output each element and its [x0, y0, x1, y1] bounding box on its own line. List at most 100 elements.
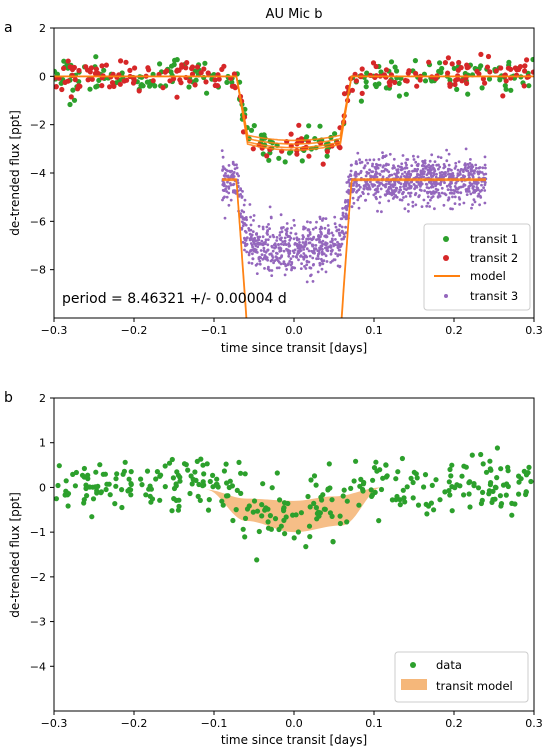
data-point — [95, 483, 101, 489]
transit-3-point — [278, 233, 282, 237]
transit-3-point — [294, 255, 298, 259]
transit-3-point — [299, 254, 303, 258]
transit-3-point — [406, 158, 410, 161]
data-point — [171, 485, 178, 492]
transit-3-point — [447, 163, 451, 167]
data-point — [238, 490, 244, 496]
transit-2-point — [76, 67, 82, 74]
transit-2-point — [216, 76, 222, 82]
transit-3-point — [426, 195, 430, 199]
transit-3-point — [459, 168, 463, 171]
data-point — [176, 497, 182, 503]
transit-3-point — [443, 165, 447, 169]
data-point — [399, 455, 405, 462]
transit-3-point — [402, 196, 405, 199]
data-point — [348, 485, 354, 491]
transit-3-point — [432, 166, 435, 170]
data-point — [138, 476, 144, 482]
transit-1-point — [324, 153, 330, 159]
transit-3-point — [425, 173, 429, 177]
transit-3-point — [286, 263, 290, 267]
transit-3-point — [483, 189, 487, 192]
transit-2-point — [99, 83, 105, 89]
transit-3-point — [368, 187, 372, 191]
transit-3-point — [421, 159, 424, 163]
transit-3-point — [295, 236, 299, 240]
transit-3-point — [249, 228, 253, 232]
data-point — [144, 468, 151, 474]
transit-3-point — [462, 201, 466, 205]
transit-3-point — [379, 187, 383, 191]
transit-3-point — [425, 190, 429, 194]
data-point — [285, 500, 291, 507]
transit-3-points — [220, 147, 488, 284]
transit-3-point — [474, 163, 478, 167]
transit-3-point — [443, 172, 446, 176]
legend-transit3-marker — [444, 294, 448, 298]
transit-3-point — [268, 235, 272, 239]
transit-3-point — [254, 239, 258, 243]
transit-3-point — [440, 171, 444, 174]
transit-3-point — [303, 244, 307, 248]
transit-3-point — [269, 259, 273, 263]
transit-3-point — [321, 262, 324, 265]
data-point — [223, 461, 229, 467]
transit-3-point — [445, 159, 449, 163]
transit-3-point — [286, 249, 290, 253]
transit-3-point — [384, 163, 388, 167]
transit-2-point — [179, 64, 185, 70]
transit-3-point — [355, 182, 358, 186]
data-point — [487, 466, 493, 472]
transit-3-point — [439, 174, 442, 177]
transit-3-point — [298, 248, 302, 252]
data-point — [368, 487, 374, 493]
transit-3-point — [364, 158, 368, 162]
transit-3-point — [243, 198, 247, 202]
transit-3-point — [265, 225, 269, 229]
x-tick-label: −0.2 — [121, 324, 148, 337]
transit-3-point — [476, 194, 480, 198]
data-point — [459, 473, 465, 479]
transit-3-point — [243, 217, 246, 220]
transit-3-point — [353, 172, 357, 175]
transit-3-point — [255, 272, 259, 275]
data-point — [467, 504, 473, 510]
transit-3-point — [226, 180, 229, 184]
transit-3-point — [311, 280, 315, 283]
transit-3-point — [332, 258, 336, 262]
transit-3-point — [420, 182, 424, 186]
transit-3-point — [315, 220, 318, 224]
transit-3-point — [324, 243, 328, 247]
transit-3-point — [411, 204, 415, 208]
transit-2-point — [132, 65, 138, 71]
transit-3-point — [311, 244, 315, 248]
transit-3-point — [230, 169, 234, 173]
transit-3-point — [357, 172, 361, 176]
transit-3-point — [435, 172, 438, 176]
transit-3-point — [398, 188, 402, 192]
transit-3-point — [411, 200, 415, 204]
data-point — [128, 469, 134, 475]
data-point — [516, 479, 522, 485]
transit-2-point — [131, 78, 137, 84]
data-point — [305, 493, 311, 500]
data-point — [282, 531, 288, 537]
transit-2-point — [386, 79, 392, 85]
transit-2-point — [324, 148, 330, 155]
transit-2-point — [320, 161, 326, 167]
transit-3-point — [430, 171, 433, 175]
transit-1-point — [70, 87, 76, 93]
transit-3-point — [477, 166, 481, 170]
transit-3-point — [243, 238, 247, 242]
transit-3-point — [317, 234, 321, 237]
transit-3-point — [270, 269, 274, 272]
transit-3-point — [402, 185, 405, 188]
transit-2-point — [447, 81, 453, 87]
transit-1-point — [317, 123, 323, 129]
transit-3-point — [319, 225, 323, 229]
transit-3-point — [469, 192, 473, 196]
x-tick-label: −0.1 — [201, 717, 228, 730]
transit-3-point — [451, 174, 455, 178]
transit-1-point — [113, 80, 119, 86]
transit-3-point — [434, 187, 438, 191]
